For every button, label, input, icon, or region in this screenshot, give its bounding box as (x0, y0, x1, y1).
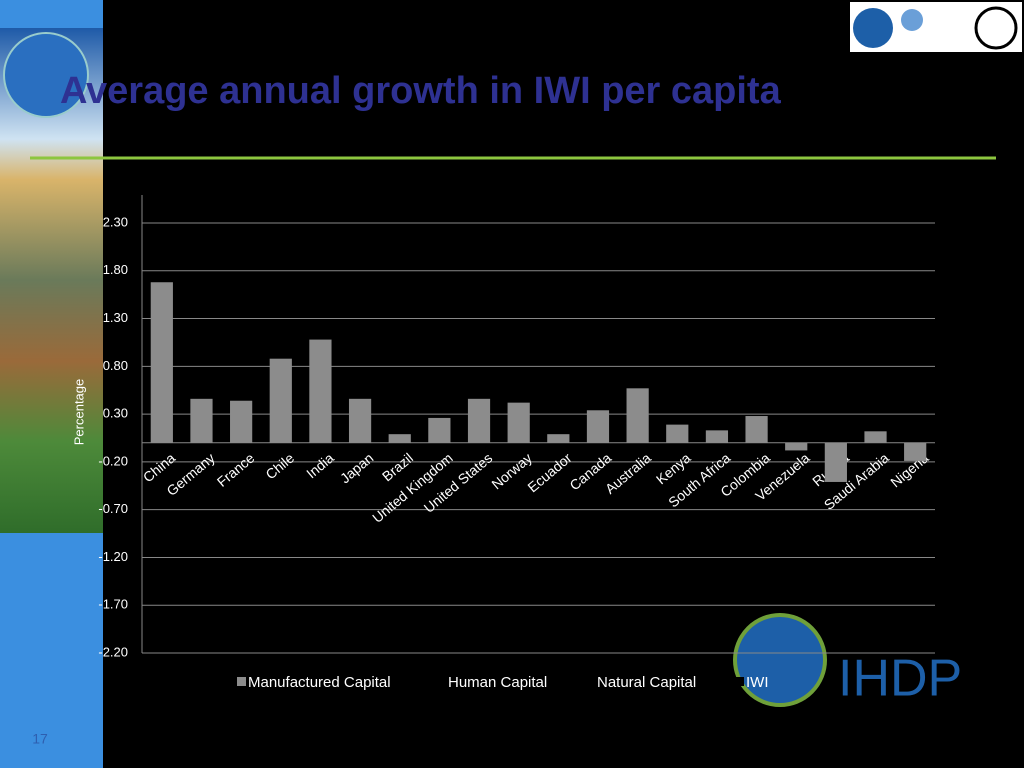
legend-swatch (586, 677, 595, 686)
bar (507, 402, 530, 443)
y-axis-label: Percentage (71, 379, 86, 446)
x-tick-label: Japan (337, 450, 377, 487)
bar (190, 398, 213, 443)
bar (428, 417, 451, 443)
bar (547, 434, 570, 443)
bar (666, 424, 689, 443)
globe (3, 32, 89, 118)
logo-icon (901, 9, 923, 31)
y-tick-label: 0.80 (103, 358, 128, 373)
logo-icon (974, 6, 1018, 50)
y-tick-label: -1.20 (98, 549, 128, 564)
ihdp-logo: IHDP (838, 650, 962, 708)
bar (626, 388, 649, 443)
bar (467, 398, 491, 443)
legend-label: Manufactured Capital (248, 674, 391, 691)
y-tick-label: 1.30 (103, 310, 128, 325)
bar (230, 400, 253, 443)
bar (269, 358, 292, 443)
bar (348, 398, 372, 443)
legend-label: Natural Capital (597, 674, 696, 691)
bar (824, 442, 847, 482)
legend-swatch (735, 677, 744, 686)
ihdp-emblem (733, 613, 827, 707)
bar (705, 430, 729, 443)
bar (150, 282, 173, 443)
y-tick-label: 2.30 (103, 214, 128, 229)
y-tick-label: 1.80 (103, 262, 128, 277)
bar (864, 431, 887, 443)
bar (904, 442, 927, 461)
bar (785, 442, 808, 451)
slide-number: 17 (32, 731, 48, 747)
legend-swatch (437, 677, 446, 686)
bar (309, 339, 332, 443)
bar (388, 434, 411, 443)
y-tick-label: -0.20 (98, 453, 128, 468)
title: Average annual growth in IWI per capita (60, 70, 782, 112)
bar (586, 410, 610, 443)
y-tick-label: 0.30 (103, 406, 128, 421)
x-tick-label: United States (421, 450, 496, 516)
y-tick-label: -1.70 (98, 597, 128, 612)
y-tick-label: -2.20 (98, 644, 128, 659)
x-tick-label: India (303, 450, 337, 482)
x-tick-label: France (214, 450, 258, 490)
x-tick-label: Chile (262, 450, 297, 483)
legend-label: IWI (746, 674, 769, 691)
legend-swatch (237, 677, 246, 686)
legend-label: Human Capital (448, 674, 547, 691)
x-tick-label: Ecuador (524, 449, 574, 495)
y-tick-label: -0.70 (98, 501, 128, 516)
logo-icon (853, 8, 893, 48)
bar (745, 416, 768, 443)
